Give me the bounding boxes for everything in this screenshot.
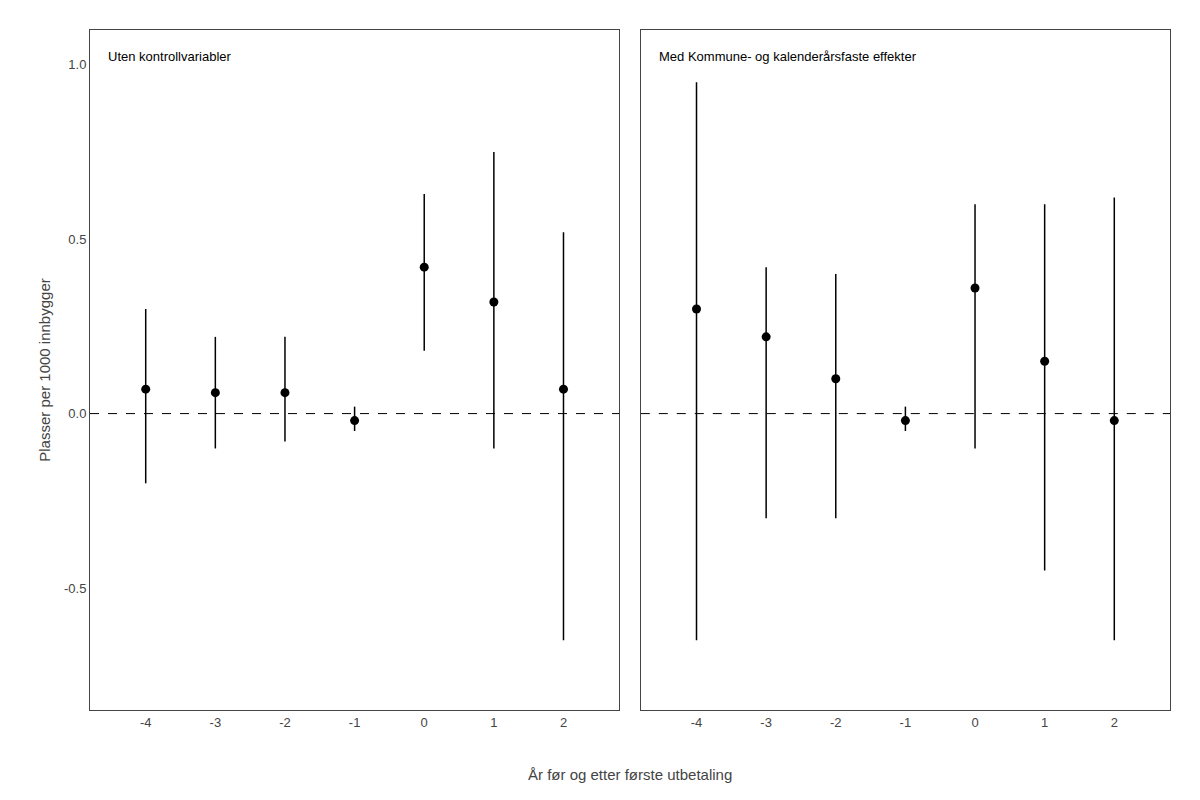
svg-text:-4: -4 <box>140 715 152 730</box>
svg-text:0: 0 <box>421 715 428 730</box>
svg-text:0.0: 0.0 <box>68 406 86 421</box>
svg-text:-0.5: -0.5 <box>64 581 86 596</box>
svg-text:-4: -4 <box>691 715 703 730</box>
svg-text:-1: -1 <box>349 715 361 730</box>
svg-text:Plasser per 1000 innbygger: Plasser per 1000 innbygger <box>36 278 53 461</box>
svg-text:2: 2 <box>560 715 567 730</box>
svg-text:-3: -3 <box>760 715 772 730</box>
svg-text:-2: -2 <box>279 715 291 730</box>
svg-text:1: 1 <box>490 715 497 730</box>
svg-text:1.0: 1.0 <box>68 57 86 72</box>
svg-text:År før og etter første utbetal: År før og etter første utbetaling <box>528 766 732 783</box>
svg-text:Uten kontrollvariabler: Uten kontrollvariabler <box>108 49 232 64</box>
svg-text:-2: -2 <box>830 715 842 730</box>
svg-text:0.5: 0.5 <box>68 232 86 247</box>
svg-text:1: 1 <box>1041 715 1048 730</box>
svg-text:-3: -3 <box>210 715 222 730</box>
svg-text:0: 0 <box>971 715 978 730</box>
svg-text:2: 2 <box>1111 715 1118 730</box>
svg-text:-1: -1 <box>900 715 912 730</box>
svg-text:Med Kommune- og kalenderårsfas: Med Kommune- og kalenderårsfaste effekte… <box>659 49 917 64</box>
